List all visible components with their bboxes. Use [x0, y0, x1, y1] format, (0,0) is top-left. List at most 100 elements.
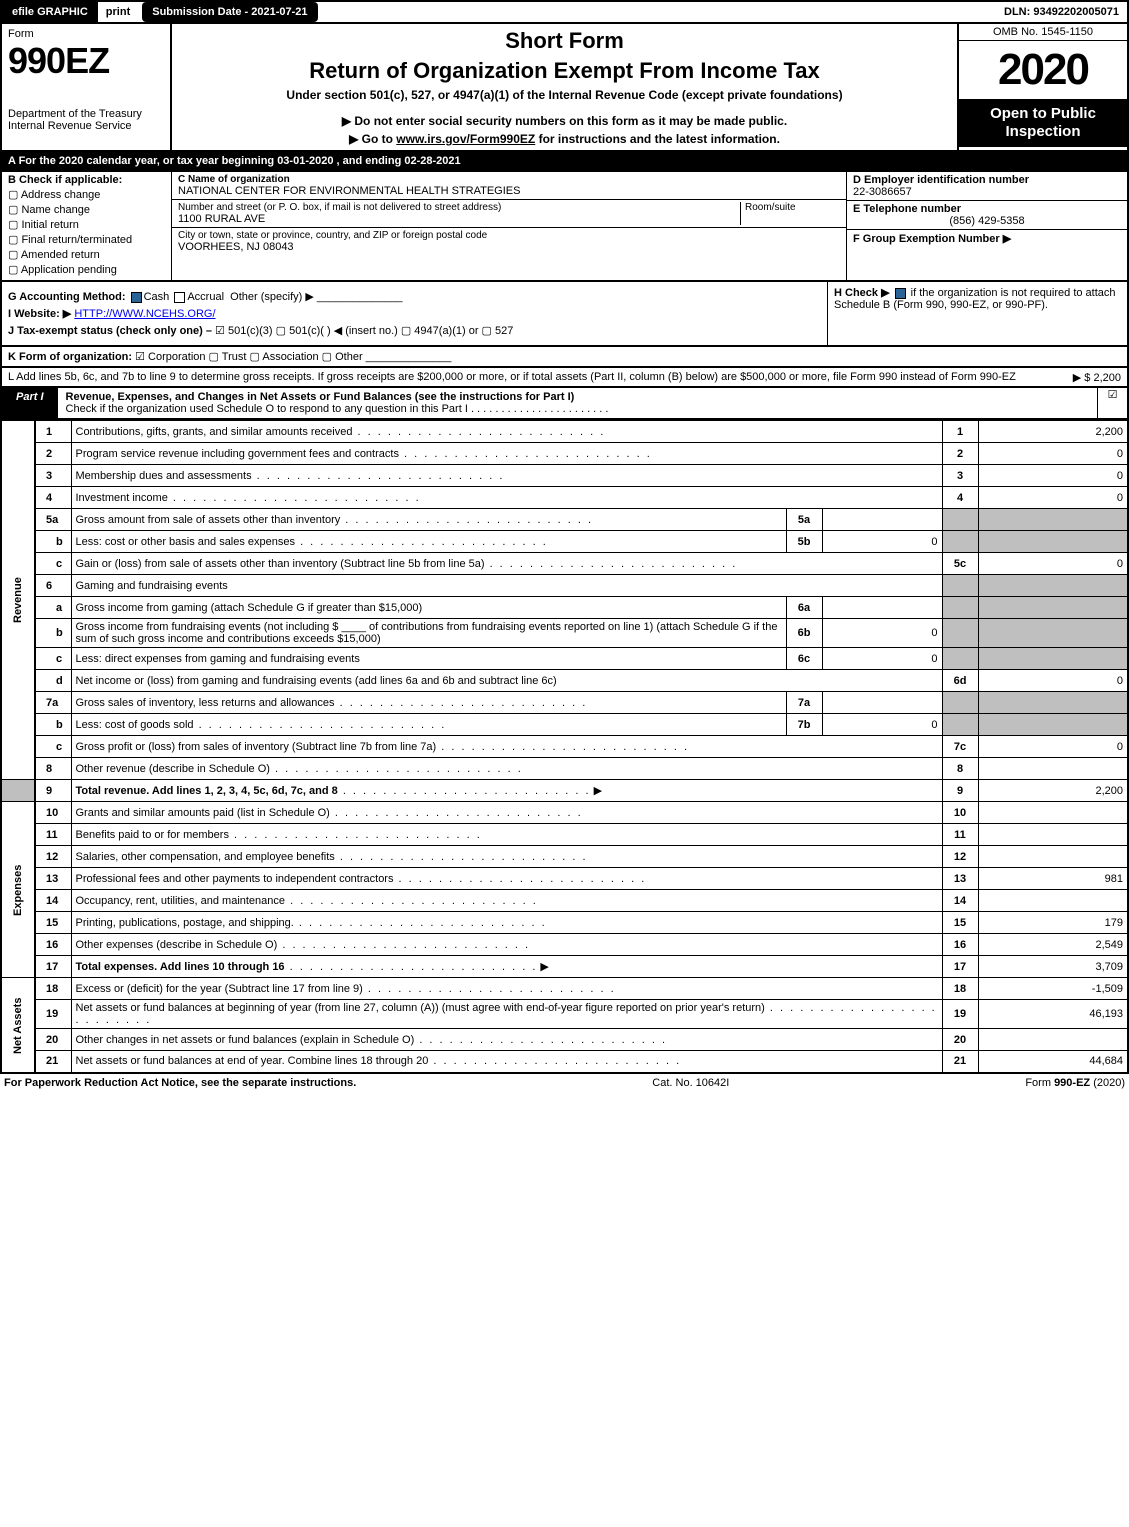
r20-desc: Other changes in net assets or fund bala…	[71, 1029, 942, 1051]
r7b-greyamt	[978, 714, 1128, 736]
r3-amt: 0	[978, 465, 1128, 487]
footer-left: For Paperwork Reduction Act Notice, see …	[4, 1077, 356, 1089]
r19-amt: 46,193	[978, 1000, 1128, 1029]
i-website-link[interactable]: HTTP://WWW.NCEHS.ORG/	[74, 308, 215, 320]
r16-amt: 2,549	[978, 934, 1128, 956]
line-j: J Tax-exempt status (check only one) – ☑…	[8, 324, 821, 337]
r12-rn: 12	[942, 846, 978, 868]
r5a-desc: Gross amount from sale of assets other t…	[71, 509, 786, 531]
r1-amt: 2,200	[978, 421, 1128, 443]
r5c-desc: Gain or (loss) from sale of assets other…	[71, 553, 942, 575]
line-k: K Form of organization: ☑ Corporation ▢ …	[0, 347, 1129, 368]
r7a-sub	[822, 692, 942, 714]
chk-amended-return[interactable]: Amended return	[8, 248, 165, 261]
r2-amt: 0	[978, 443, 1128, 465]
r9-desc: Total revenue. Add lines 1, 2, 3, 4, 5c,…	[71, 780, 942, 802]
r18-desc: Excess or (deficit) for the year (Subtra…	[71, 978, 942, 1000]
r13-desc: Professional fees and other payments to …	[71, 868, 942, 890]
r8-desc: Other revenue (describe in Schedule O)	[71, 758, 942, 780]
goto-line: ▶ Go to www.irs.gov/Form990EZ for instru…	[182, 132, 947, 146]
dln-label: DLN: 93492202005071	[996, 2, 1127, 22]
chk-application-pending[interactable]: Application pending	[8, 263, 165, 276]
r11-desc: Benefits paid to or for members	[71, 824, 942, 846]
tax-year: 2020	[959, 41, 1127, 99]
r18-amt: -1,509	[978, 978, 1128, 1000]
r21-desc: Net assets or fund balances at end of ye…	[71, 1051, 942, 1073]
r4-desc: Investment income	[71, 487, 942, 509]
r6d-rn: 6d	[942, 670, 978, 692]
line-i: I Website: ▶ HTTP://WWW.NCEHS.ORG/	[8, 307, 821, 320]
r7a-grey	[942, 692, 978, 714]
r19-desc: Net assets or fund balances at beginning…	[71, 1000, 942, 1029]
c-city-value: VOORHEES, NJ 08043	[178, 241, 840, 253]
c-street-label: Number and street (or P. O. box, if mail…	[178, 202, 740, 213]
r3-num: 3	[35, 465, 71, 487]
r6a-box: 6a	[786, 597, 822, 619]
r7b-desc: Less: cost of goods sold	[71, 714, 786, 736]
h-label: H Check ▶	[834, 287, 890, 299]
r5c-num: c	[35, 553, 71, 575]
col-c-org: C Name of organization NATIONAL CENTER F…	[172, 172, 847, 280]
part1-sub: Check if the organization used Schedule …	[66, 403, 468, 415]
r5b-grey	[942, 531, 978, 553]
r5a-num: 5a	[35, 509, 71, 531]
chk-initial-return[interactable]: Initial return	[8, 218, 165, 231]
r9-rn: 9	[942, 780, 978, 802]
r6c-desc: Less: direct expenses from gaming and fu…	[71, 648, 786, 670]
r6b-greyamt	[978, 619, 1128, 648]
ghij-left: G Accounting Method: Cash Accrual Other …	[2, 282, 827, 345]
ssn-warning: ▶ Do not enter social security numbers o…	[182, 114, 947, 128]
g-cash-check[interactable]	[131, 292, 142, 303]
b-title: B Check if applicable:	[8, 174, 165, 186]
page-footer: For Paperwork Reduction Act Notice, see …	[0, 1074, 1129, 1092]
r6d-amt: 0	[978, 670, 1128, 692]
chk-name-change[interactable]: Name change	[8, 203, 165, 216]
r4-amt: 0	[978, 487, 1128, 509]
r11-amt	[978, 824, 1128, 846]
under-section: Under section 501(c), 527, or 4947(a)(1)…	[182, 88, 947, 102]
omb-number: OMB No. 1545-1150	[959, 24, 1127, 41]
r5b-desc: Less: cost or other basis and sales expe…	[71, 531, 786, 553]
r6-grey	[942, 575, 978, 597]
part1-title: Revenue, Expenses, and Changes in Net As…	[58, 388, 1097, 418]
h-check[interactable]	[895, 288, 906, 299]
side-netassets: Net Assets	[1, 978, 35, 1073]
efile-label: efile GRAPHIC	[2, 2, 98, 22]
r6a-num: a	[35, 597, 71, 619]
part1-checkbox[interactable]: ☑	[1097, 388, 1127, 418]
r1-desc: Contributions, gifts, grants, and simila…	[71, 421, 942, 443]
f-label: F Group Exemption Number ▶	[853, 233, 1011, 245]
g-accrual-check[interactable]	[174, 292, 185, 303]
k-label: K Form of organization:	[8, 351, 132, 363]
chk-address-change[interactable]: Address change	[8, 188, 165, 201]
print-link[interactable]: print	[98, 2, 138, 22]
r14-num: 14	[35, 890, 71, 912]
form-header: Form 990EZ Department of the Treasury In…	[0, 24, 1129, 152]
chk-final-return[interactable]: Final return/terminated	[8, 233, 165, 246]
r15-amt: 179	[978, 912, 1128, 934]
r7c-desc: Gross profit or (loss) from sales of inv…	[71, 736, 942, 758]
r5a-greyamt	[978, 509, 1128, 531]
side-rev-end	[1, 780, 35, 802]
r6-desc: Gaming and fundraising events	[71, 575, 942, 597]
r6c-greyamt	[978, 648, 1128, 670]
department-label: Department of the Treasury Internal Reve…	[8, 108, 164, 132]
r16-desc: Other expenses (describe in Schedule O)	[71, 934, 942, 956]
j-label: J Tax-exempt status (check only one) –	[8, 325, 212, 337]
r16-rn: 16	[942, 934, 978, 956]
d-value: 22-3086657	[853, 186, 1121, 198]
form-label: Form	[8, 28, 164, 40]
r6a-sub	[822, 597, 942, 619]
r6-greyamt	[978, 575, 1128, 597]
line-h: H Check ▶ if the organization is not req…	[827, 282, 1127, 345]
r10-rn: 10	[942, 802, 978, 824]
r6a-grey	[942, 597, 978, 619]
goto-link[interactable]: www.irs.gov/Form990EZ	[396, 132, 535, 146]
r6d-desc: Net income or (loss) from gaming and fun…	[71, 670, 942, 692]
r11-rn: 11	[942, 824, 978, 846]
r6b-num: b	[35, 619, 71, 648]
line-l: L Add lines 5b, 6c, and 7b to line 9 to …	[0, 368, 1129, 388]
r7a-desc: Gross sales of inventory, less returns a…	[71, 692, 786, 714]
g-label: G Accounting Method:	[8, 291, 126, 303]
r1-num: 1	[35, 421, 71, 443]
